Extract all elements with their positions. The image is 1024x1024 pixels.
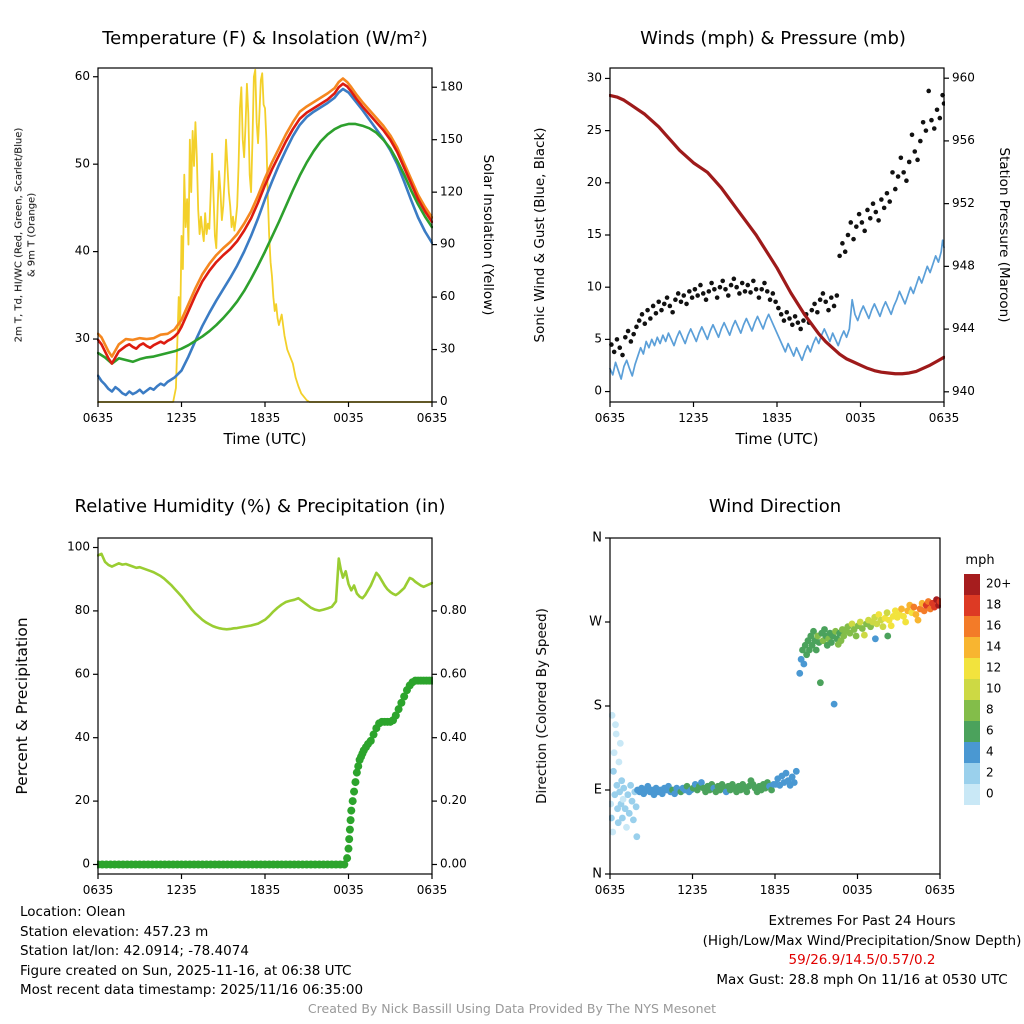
extremes-values: 59/26.9/14.5/0.57/0.2	[788, 952, 936, 968]
direction-left-axis-label: Direction (Colored By Speed)	[534, 608, 550, 804]
wind-direction-chart-title: Wind Direction	[708, 496, 842, 517]
temperature-chart-title: Temperature (F) & Insolation (W/m²)	[102, 28, 428, 49]
station-info: Location: Olean Station elevation: 457.2…	[20, 903, 363, 1001]
temperature-x-axis-label: Time (UTC)	[223, 430, 307, 448]
recent-data-timestamp: Most recent data timestamp: 2025/11/16 0…	[20, 982, 364, 998]
temperature-insolation-chart: Temperature (F) & Insolation (W/m²) 2m T…	[0, 10, 512, 465]
winds-chart-title: Winds (mph) & Pressure (mb)	[640, 28, 906, 49]
winds-pressure-plot-canvas	[512, 10, 1024, 465]
pressure-right-axis-label: Station Pressure (Maroon)	[996, 147, 1012, 323]
extremes-title: Extremes For Past 24 Hours	[768, 913, 956, 929]
winds-x-axis-label: Time (UTC)	[735, 430, 819, 448]
percent-precip-left-axis-label: Percent & Precipitation	[13, 617, 31, 795]
extremes-subtitle: (High/Low/Max Wind/Precipitation/Snow De…	[702, 932, 1022, 949]
humidity-precipitation-plot-canvas	[0, 482, 512, 937]
humidity-precipitation-chart: Relative Humidity (%) & Precipitation (i…	[0, 482, 512, 937]
extremes-summary: Extremes For Past 24 Hours (High/Low/Max…	[700, 912, 1024, 990]
figure-created-timestamp: Figure created on Sun, 2025-11-16, at 06…	[20, 962, 352, 979]
wind-direction-plot-canvas	[512, 482, 1024, 937]
station-elevation: Station elevation: 457.23 m	[20, 923, 209, 940]
station-location: Location: Olean	[20, 904, 126, 920]
credit-line: Created By Nick Bassill Using Data Provi…	[307, 1001, 717, 1016]
winds-pressure-chart: Winds (mph) & Pressure (mb) Sonic Wind &…	[512, 10, 1024, 465]
max-gust: Max Gust: 28.8 mph On 11/16 at 0530 UTC	[716, 971, 1008, 988]
temperature-left-axis-label: 2m T, Td, HI/WC (Red, Green, Scarlet/Blu…	[14, 128, 39, 343]
humidity-chart-title: Relative Humidity (%) & Precipitation (i…	[74, 496, 446, 517]
temperature-insolation-plot-canvas	[0, 10, 512, 465]
temperature-left-axis-label-line2: & 9m T (Orange)	[26, 192, 37, 278]
wind-direction-chart: Wind Direction Direction (Colored By Spe…	[512, 482, 1024, 937]
insolation-right-axis-label: Solar Insolation (Yellow)	[480, 154, 496, 316]
wind-left-axis-label: Sonic Wind & Gust (Blue, Black)	[532, 127, 548, 343]
station-latlon: Station lat/lon: 42.0914; -78.4074	[20, 943, 249, 959]
temperature-left-axis-label-line1: 2m T, Td, HI/WC (Red, Green, Scarlet/Blu…	[13, 127, 25, 343]
